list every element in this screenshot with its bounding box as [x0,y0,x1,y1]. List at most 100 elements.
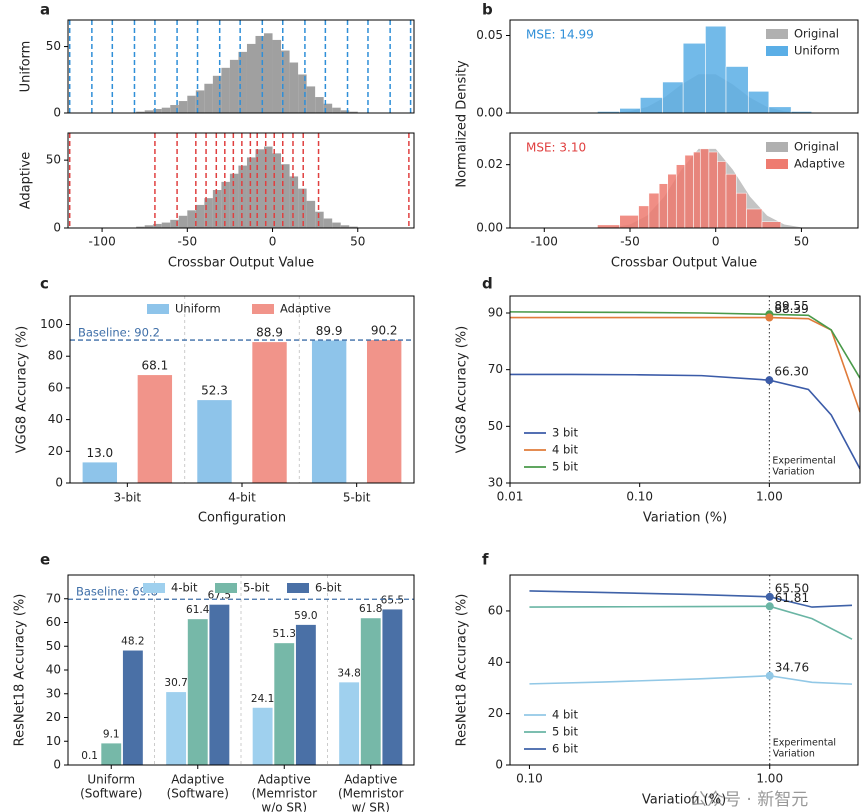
y-tick-label: 40 [488,655,503,669]
histogram-bar [246,43,256,113]
histogram-bar [246,157,256,228]
plot-frame [67,574,415,766]
histogram-bar [255,35,265,113]
histogram-bar [717,161,727,229]
value-label: 59.0 [294,610,317,622]
x-tick-label: Adaptive [344,773,397,787]
histogram-bar [178,101,188,113]
legend-swatch [147,304,169,314]
x-tick-label: 50 [794,235,809,249]
y-tick-label: 50 [46,39,61,53]
bar [274,643,295,765]
y-tick-label: 70 [488,362,503,376]
y-tick-label: 0 [53,221,61,235]
highlight-point [765,313,774,322]
value-label: 0.1 [81,750,98,762]
y-tick-label: 80 [48,349,63,363]
point-label: 61.81 [775,591,809,605]
reference-label: Experimental [772,456,835,467]
point-label: 66.30 [774,365,808,379]
histogram-bar [699,148,710,229]
legend-label: Original [794,27,839,41]
value-label: 68.1 [141,359,168,373]
histogram-bar [693,151,701,229]
histogram-bar [684,154,694,229]
annotation: MSE: 14.99 [526,28,594,42]
plot-frame [509,574,859,766]
histogram-bar [153,223,162,228]
bar [209,604,230,765]
histogram-bar [768,106,792,114]
x-axis-label: Configuration [198,511,286,526]
x-axis-label: Crossbar Output Value [611,256,757,271]
histogram-bar [255,149,265,228]
legend-label: 5 bit [552,725,578,739]
legend-label: Original [794,140,839,154]
histogram-bar [238,165,247,228]
histogram-bar [675,164,686,229]
x-tick-label: 1.00 [756,490,783,504]
x-tick-label: 1.00 [756,772,783,786]
y-axis-label: VGG8 Accuracy (%) [15,326,30,453]
legend-label: 6 bit [552,742,578,756]
histogram-bar [204,198,213,228]
histogram-bar [708,151,718,229]
bar [187,619,208,765]
y-tick-label: 50 [488,419,503,433]
histogram-bar [298,188,307,228]
x-axis-label: Variation (%) [642,793,726,808]
y-tick-label: 100 [40,317,63,331]
y-axis-label: ResNet18 Accuracy (%) [13,594,28,747]
y-tick-label: 0.00 [476,221,503,235]
line [510,373,860,470]
histogram-bar [170,105,179,113]
bar [82,462,118,483]
legend-label: Uniform [175,302,221,316]
y-tick-label: 0.05 [476,28,503,42]
bar [382,609,403,765]
panel-label: a [40,1,50,19]
bar [137,375,173,483]
y-tick-label: 0.02 [476,157,503,171]
x-tick-label: 4-bit [228,491,256,505]
histogram-bar [212,190,222,228]
point-label: 88.39 [774,302,808,316]
histogram-bar [281,164,290,228]
histogram-bar [648,192,660,229]
x-tick-label: 3-bit [114,491,142,505]
baseline-label: Baseline: 90.2 [78,326,160,340]
plot-frame [509,19,859,114]
histogram-bar [658,183,669,229]
value-label: 34.8 [337,667,360,679]
legend-swatch [766,159,788,169]
y-tick-label: 20 [46,710,61,724]
histogram-bar [221,181,230,228]
legend-swatch [252,304,274,314]
x-tick-label: (Memristor [338,787,404,801]
histogram-bar [298,74,307,113]
annotation: MSE: 3.10 [526,141,586,155]
histogram-bar [221,67,230,113]
histogram-bar [639,97,663,114]
y-tick-label: 50 [46,639,61,653]
y-tick-label: 0 [53,758,61,772]
histogram-bar [747,91,770,114]
bar [311,340,347,483]
x-tick-label: 0.10 [626,490,653,504]
histogram-bar [195,90,205,113]
legend-label: 3 bit [552,426,578,440]
histogram-bar [229,173,239,228]
reference-label: Experimental [773,738,836,749]
histogram-bar [264,33,273,113]
x-tick-label: w/o SR) [261,801,307,812]
y-tick-label: 40 [48,412,63,426]
x-tick-label: -50 [178,235,198,249]
x-tick-label: -50 [620,235,640,249]
x-tick-label: 0 [712,235,720,249]
y-axis-label: Adaptive [19,152,34,210]
y-tick-label: 70 [46,591,61,605]
y-axis-label: ResNet18 Accuracy (%) [455,594,470,747]
x-tick-label: 0.10 [516,772,543,786]
panel-label: f [482,551,489,569]
histogram-bar [323,218,333,228]
